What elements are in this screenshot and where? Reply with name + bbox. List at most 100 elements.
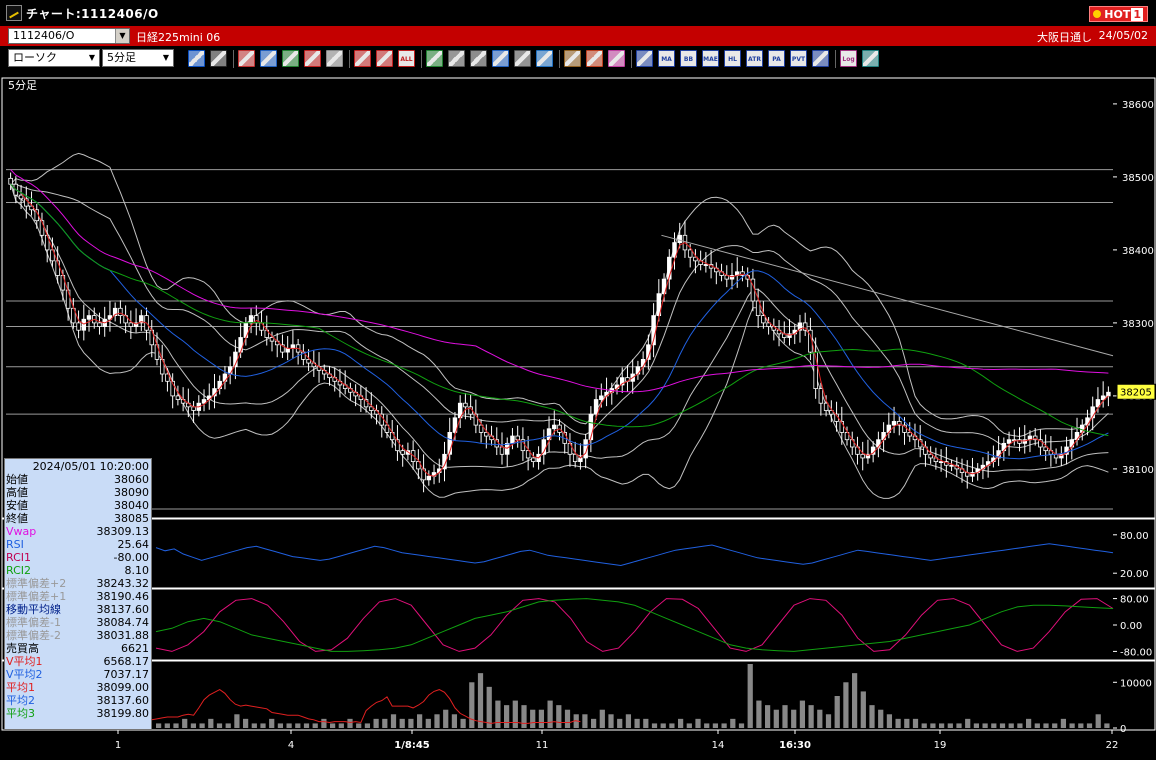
volume-bar (373, 718, 379, 728)
candle-body (118, 307, 123, 317)
candle-body (818, 388, 824, 404)
candle-body (97, 322, 102, 327)
line-tool-icon[interactable] (448, 50, 465, 67)
candle-body (139, 315, 144, 324)
candle-body (39, 220, 45, 236)
volume-bar (460, 718, 466, 728)
candle-body (829, 410, 834, 415)
zoom-icon[interactable] (188, 50, 205, 67)
info-value: 38085 (114, 512, 149, 525)
chart-area[interactable]: 80.00 20.00 80.00 0.00 -80.00 10000 0 38600 3… (0, 72, 1156, 760)
volume-chart-icon[interactable] (282, 50, 299, 67)
rsi-tick-label: 80.00 (1120, 531, 1149, 542)
volume-bar (999, 723, 1006, 728)
all-icon[interactable]: ALL (398, 50, 415, 67)
volume-bar (277, 723, 284, 728)
trash-icon[interactable] (536, 50, 553, 67)
info-row: RSI 25.64 (5, 538, 151, 551)
current-price-box (1116, 383, 1156, 400)
square-icon[interactable] (812, 50, 829, 67)
x-tick-label: 1 (115, 740, 121, 751)
hot-badge[interactable]: HOT 1 (1089, 6, 1148, 22)
pvt-label: PVT (791, 56, 806, 63)
info-value: 38090 (114, 486, 149, 499)
palette-icon[interactable] (608, 50, 625, 67)
candle-icon[interactable] (354, 50, 371, 67)
bb-icon[interactable]: BB (680, 50, 697, 67)
rci-tick-label: -80.00 (1120, 647, 1152, 658)
wrench-icon[interactable] (586, 50, 603, 67)
info-row: RCI1 -80.00 (5, 551, 151, 564)
chart-canvas[interactable]: 80.00 20.00 80.00 0.00 -80.00 10000 0 38600 3… (0, 72, 1156, 760)
mae-icon[interactable]: MAE (702, 50, 719, 67)
candle-body (280, 344, 285, 353)
price-tick-label: 38400 (1122, 246, 1154, 257)
parabolic-icon[interactable]: PA (768, 50, 785, 67)
volume-bar (947, 723, 953, 728)
atr-icon[interactable]: ATR (746, 50, 763, 67)
volume-bar (382, 718, 388, 728)
candle-body (938, 461, 944, 464)
list-icon[interactable] (514, 50, 531, 67)
disabled-icon[interactable] (326, 50, 343, 67)
candle-body (928, 453, 933, 459)
current-price-label: 38205 (1120, 387, 1152, 398)
info-row: 標準偏差-2 38031.88 (5, 629, 151, 642)
info-value: 38099.00 (96, 681, 150, 694)
split-icon[interactable] (210, 50, 227, 67)
volume-bar (399, 718, 405, 728)
volume-tick-label: 10000 (1120, 678, 1152, 689)
export-icon[interactable] (862, 50, 879, 67)
info-row: 始値 38060 (5, 473, 151, 486)
candle-body (1032, 435, 1038, 441)
toolbar-separator (233, 50, 234, 68)
chevron-down-icon[interactable]: ▼ (115, 29, 129, 43)
chart-type-value: ローソク (13, 51, 57, 64)
volume-bar (216, 723, 223, 728)
undo-icon[interactable] (492, 50, 509, 67)
candle-body (797, 322, 803, 331)
rsi-pane: 80.00 20.00 (155, 531, 1149, 580)
rci1-line (155, 598, 1114, 652)
volume-bar (417, 714, 423, 728)
compare-icon[interactable] (304, 50, 321, 67)
cursor-icon[interactable] (470, 50, 487, 67)
log-icon[interactable]: Log (840, 50, 857, 67)
gear-icon[interactable] (564, 50, 581, 67)
volume-bar (443, 709, 449, 728)
candle-body (107, 315, 113, 320)
candle-body (949, 464, 954, 467)
drawing-icon[interactable] (238, 50, 255, 67)
price-tick-label: 38500 (1122, 173, 1154, 184)
candle-body (510, 435, 515, 444)
candle-body (907, 431, 912, 437)
volume-bar (1034, 723, 1040, 728)
pencil-icon[interactable] (426, 50, 443, 67)
candle-body (687, 249, 693, 258)
hl-icon[interactable]: HL (724, 50, 741, 67)
candle-body (248, 315, 254, 324)
chart-type-select[interactable]: ローソク ▼ (8, 49, 100, 67)
search-chart-icon[interactable] (260, 50, 277, 67)
info-row: 平均2 38137.60 (5, 694, 151, 707)
ma-icon[interactable]: MA (658, 50, 675, 67)
info-row: 売買高 6621 (5, 642, 151, 655)
volume-bar (225, 723, 231, 728)
chevron-down-icon[interactable]: ▼ (162, 53, 170, 62)
axes: 38600385003840038300382003810038205141/8… (115, 100, 1156, 751)
volume-bar (495, 700, 501, 728)
symbol-code-select[interactable]: 1112406/O ▼ (8, 28, 130, 44)
pvt-icon[interactable]: PVT (790, 50, 807, 67)
candle-body (729, 275, 735, 280)
volume-bar (660, 723, 666, 728)
ichimoku-icon[interactable] (636, 50, 653, 67)
info-value: 38137.60 (96, 694, 150, 707)
volume-bar (1008, 723, 1014, 728)
chevron-down-icon[interactable]: ▼ (88, 53, 96, 62)
candle-small-icon[interactable] (376, 50, 393, 67)
interval-select[interactable]: 5分足 ▼ (102, 49, 174, 67)
candle-body (740, 271, 745, 276)
volume-bar (912, 718, 919, 728)
info-row: RCI2 8.10 (5, 564, 151, 577)
candle-body (572, 453, 578, 462)
